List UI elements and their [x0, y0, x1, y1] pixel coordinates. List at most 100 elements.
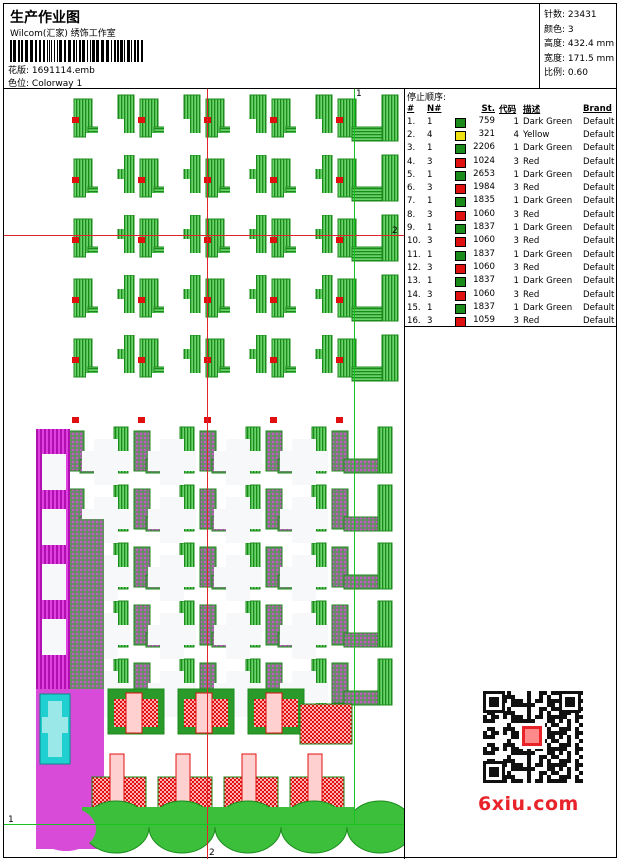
table-cell: 1	[427, 143, 433, 154]
table-cell: Yellow	[523, 129, 550, 140]
table-cell: Default	[583, 302, 615, 313]
table-cell: 1984	[453, 181, 497, 195]
header-divider	[4, 88, 616, 89]
stop-row: 5. 1 2653 1 Dark Green Default	[405, 168, 620, 181]
color-swatch	[455, 317, 466, 328]
table-cell: 2.	[407, 129, 416, 140]
table-cell: 1835	[453, 195, 497, 208]
table-cell: Dark Green	[523, 249, 573, 260]
guide-label-bottom: 2	[209, 848, 215, 858]
guide-line-vertical	[207, 89, 208, 859]
table-cell: Dark Green	[523, 169, 573, 180]
table-cell: 1837	[453, 248, 497, 261]
color-swatch	[455, 303, 466, 314]
table-cell: 6.	[407, 183, 416, 194]
table-cell: 1	[513, 223, 519, 234]
table-cell: 1837	[453, 221, 497, 235]
table-cell: Dark Green	[523, 223, 573, 234]
table-cell: Red	[523, 156, 540, 167]
table-cell: 3	[427, 236, 433, 247]
table-cell: 11.	[407, 249, 421, 260]
stat-label: 宽度:	[544, 53, 566, 64]
table-cell: 1	[427, 196, 433, 207]
stat-value: 432.4 mm	[567, 39, 615, 49]
table-cell: 7.	[407, 196, 416, 207]
table-cell: 1060	[453, 288, 497, 301]
table-cell: Dark Green	[523, 116, 573, 127]
table-cell: 1	[427, 249, 433, 260]
stop-row: 4. 3 1024 3 Red Default	[405, 155, 620, 168]
colorway-value: Colorway 1	[31, 79, 83, 89]
table-cell: 12.	[407, 262, 421, 273]
color-swatch	[455, 117, 466, 128]
table-cell: 16.	[407, 316, 421, 327]
stat-value: 23431	[567, 10, 597, 20]
table-cell: 1	[513, 249, 519, 260]
table-cell: Default	[583, 289, 615, 300]
table-cell: 1060	[453, 235, 497, 248]
table-cell: 1060	[453, 261, 497, 274]
table-cell: 3.	[407, 143, 416, 154]
table-cell: 1	[427, 169, 433, 180]
table-cell: Dark Green	[523, 276, 573, 287]
stop-row: 14. 3 1060 3 Red Default	[405, 288, 620, 301]
colorway-label: 色位:	[8, 79, 30, 89]
color-swatch	[455, 250, 466, 261]
guide-line-right	[354, 89, 355, 824]
color-swatch	[455, 184, 466, 195]
design-value: 1691114.emb	[31, 66, 95, 76]
table-cell: Red	[523, 316, 540, 327]
column-header: 描述	[523, 104, 541, 115]
guide-line-horizontal	[4, 235, 404, 236]
table-cell: 1	[427, 116, 433, 127]
table-cell: 3	[427, 183, 433, 194]
table-cell: Default	[583, 223, 615, 234]
table-cell: Dark Green	[523, 143, 573, 154]
color-swatch	[455, 170, 466, 181]
table-cell: 14.	[407, 289, 421, 300]
stat-label: 高度:	[544, 39, 566, 49]
table-cell: 1	[513, 169, 519, 180]
column-header: #	[407, 103, 415, 114]
table-cell: 2206	[453, 142, 497, 155]
color-swatch	[455, 144, 466, 155]
stop-sequence-title: 停止顺序:	[407, 93, 447, 103]
table-cell: 1	[427, 223, 433, 234]
table-cell: 1.	[407, 116, 416, 127]
table-cell: Default	[583, 196, 615, 207]
table-cell: 3	[513, 183, 519, 194]
guide-label-top: 1	[356, 89, 362, 99]
stop-row: 12. 3 1060 3 Red Default	[405, 261, 620, 274]
column-header: N#	[427, 103, 442, 114]
table-cell: 3	[513, 262, 519, 273]
stop-row: 13. 1 1837 1 Dark Green Default	[405, 275, 620, 288]
stops-divider	[404, 326, 616, 327]
embroidery-preview	[36, 94, 404, 854]
company-name: Wilcom(汇家) 绣饰工作室	[10, 29, 116, 39]
color-swatch	[455, 130, 466, 141]
column-header: 代码	[499, 104, 517, 115]
table-cell: 1	[427, 276, 433, 287]
color-swatch	[455, 210, 466, 221]
table-cell: 8.	[407, 209, 416, 220]
stat-value: 3	[567, 24, 574, 35]
stop-row: 1. 1 759 1 Dark Green Default	[405, 115, 620, 128]
guide-line-bottom	[4, 824, 404, 825]
stop-row: 7. 1 1835 1 Dark Green Default	[405, 195, 620, 208]
color-swatch	[455, 197, 466, 208]
qr-code	[475, 685, 589, 789]
table-cell: Red	[523, 209, 540, 220]
table-cell: Dark Green	[523, 196, 573, 207]
table-cell: 1	[513, 143, 519, 154]
production-sheet: 生产作业图 Wilcom(汇家) 绣饰工作室 花版: 1691114.emb 色…	[3, 3, 620, 859]
page-title: 生产作业图	[10, 10, 80, 26]
table-cell: Default	[583, 262, 615, 273]
table-cell: 1	[513, 116, 519, 127]
table-cell: 321	[453, 128, 497, 141]
design-label: 花版:	[8, 66, 30, 76]
colorway-row: 色位: Colorway 1	[8, 76, 82, 89]
table-cell: 1060	[453, 208, 497, 221]
column-header: St.	[481, 103, 495, 114]
stat-label: 比例:	[544, 68, 566, 78]
table-cell: Default	[583, 316, 615, 327]
